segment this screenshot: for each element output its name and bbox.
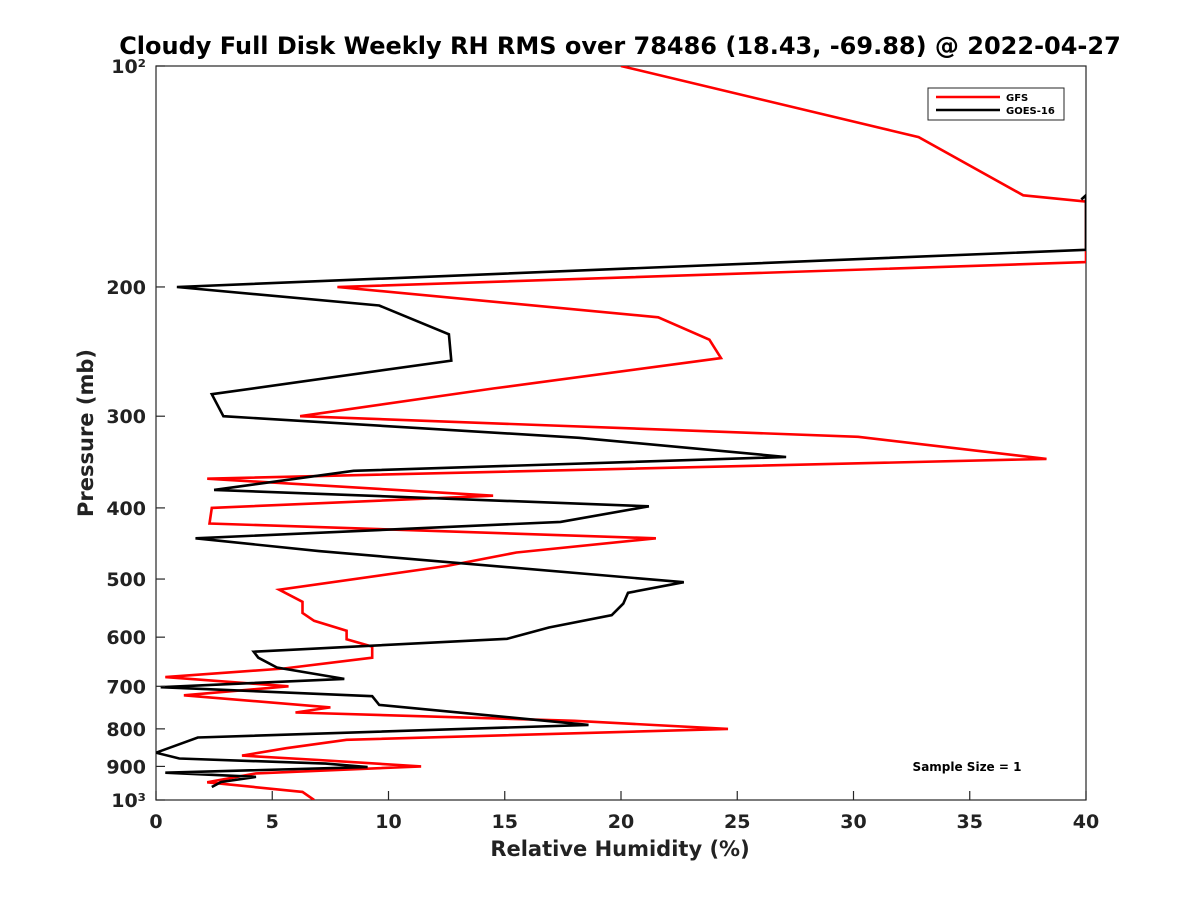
- x-axis-label: Relative Humidity (%): [490, 837, 749, 861]
- series-layer: [156, 66, 1086, 800]
- y-tick-label: 600: [106, 627, 146, 649]
- legend-box: [927, 87, 1065, 121]
- x-tick-label: 25: [724, 811, 750, 833]
- x-tick-label: 10: [375, 811, 401, 833]
- y-tick-label: 10³: [111, 790, 146, 812]
- y-axis: 10² 200 300 400 500 600 700 800 900 10³: [106, 56, 165, 812]
- y-tick-label: 200: [106, 277, 146, 299]
- x-tick-label: 0: [149, 811, 162, 833]
- y-tick-label: 10²: [111, 56, 146, 78]
- x-tick-label: 40: [1073, 811, 1099, 833]
- y-axis-label: Pressure (mb): [74, 349, 98, 517]
- sample-size-annotation: Sample Size = 1: [913, 760, 1022, 774]
- y-tick-label: 900: [106, 756, 146, 778]
- x-tick-label: 20: [608, 811, 634, 833]
- x-axis: 0 5 10 15 20 25 30 35 40: [149, 791, 1099, 833]
- y-tick-label: 300: [106, 406, 146, 428]
- y-tick-label: 800: [106, 719, 146, 741]
- plot-box: [155, 65, 1087, 801]
- y-tick-label: 500: [106, 569, 146, 591]
- legend: GFS GOES-16: [927, 87, 1065, 121]
- legend-label-goes-16: GOES-16: [1006, 106, 1055, 117]
- series-line-gfs: [165, 66, 1086, 800]
- chart-title: Cloudy Full Disk Weekly RH RMS over 7848…: [119, 32, 1121, 60]
- series-line-goes-16: [156, 193, 1086, 789]
- y-tick-label: 400: [106, 498, 146, 520]
- plot-area: 0 5 10 15 20 25 30 35 40 10² 200 300 400 500 600 700 80…: [106, 56, 1099, 833]
- x-tick-label: 15: [492, 811, 518, 833]
- x-tick-label: 35: [957, 811, 983, 833]
- x-tick-label: 30: [840, 811, 866, 833]
- y-tick-label: 700: [106, 676, 146, 698]
- legend-label-gfs: GFS: [1006, 93, 1028, 104]
- x-tick-label: 5: [266, 811, 279, 833]
